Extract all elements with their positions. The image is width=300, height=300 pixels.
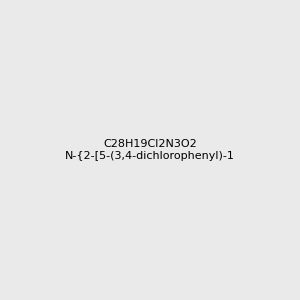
Text: C28H19Cl2N3O2
N-{2-[5-(3,4-dichlorophenyl)-1: C28H19Cl2N3O2 N-{2-[5-(3,4-dichloropheny… (65, 139, 235, 161)
